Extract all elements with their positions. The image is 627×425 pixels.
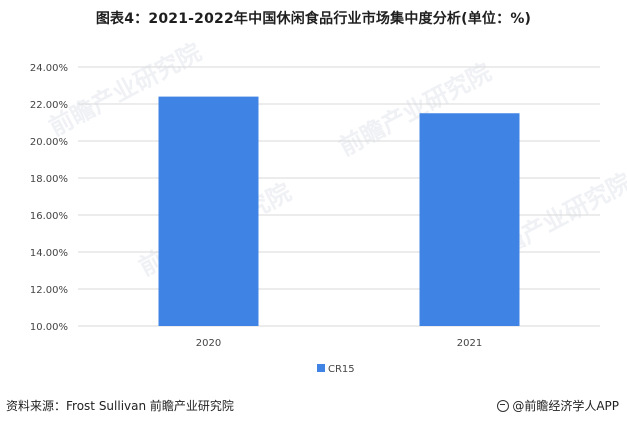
y-tick-label: 12.00% xyxy=(30,285,68,296)
x-tick-label: 2020 xyxy=(196,338,221,349)
y-tick-label: 10.00% xyxy=(30,322,68,333)
source-note: 资料来源：Frost Sullivan 前瞻产业研究院 xyxy=(6,399,234,413)
x-tick-label: 2021 xyxy=(457,338,482,349)
y-tick-label: 18.00% xyxy=(30,174,68,185)
brand-logo-icon xyxy=(497,399,510,412)
brand-credit: @前瞻经济学人APP xyxy=(497,397,619,414)
legend-swatch xyxy=(317,364,325,372)
bar xyxy=(158,96,259,326)
y-tick-label: 16.00% xyxy=(30,211,68,222)
y-tick-label: 22.00% xyxy=(30,100,68,111)
legend-label: CR15 xyxy=(328,364,355,375)
bar xyxy=(419,113,520,326)
bar-chart: 10.00% 12.00% 14.00% 16.00% 18.00% 20.00% 22.0… xyxy=(30,63,600,375)
y-tick-label: 14.00% xyxy=(30,248,68,259)
y-tick-label: 24.00% xyxy=(30,63,68,74)
brand-credit-text: @前瞻经济学人APP xyxy=(512,399,619,413)
page-title: 图表4：2021-2022年中国休闲食品行业市场集中度分析(单位：%) xyxy=(95,11,532,27)
y-tick-label: 20.00% xyxy=(30,137,68,148)
